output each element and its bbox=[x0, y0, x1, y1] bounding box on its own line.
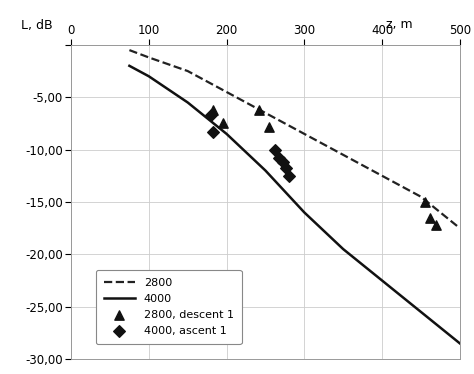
4000 bbox=[379, 278, 385, 283]
4000, ascent 1 bbox=[282, 165, 290, 171]
2800 bbox=[263, 111, 268, 115]
4000 bbox=[146, 74, 152, 79]
2800, descent 1 bbox=[210, 107, 217, 113]
4000, ascent 1 bbox=[210, 129, 217, 135]
2800 bbox=[379, 174, 385, 178]
4000, ascent 1 bbox=[285, 173, 292, 179]
4000, ascent 1 bbox=[271, 147, 279, 153]
4000 bbox=[340, 247, 346, 251]
4000 bbox=[224, 132, 229, 136]
4000 bbox=[185, 100, 191, 105]
4000 bbox=[457, 341, 463, 346]
4000, ascent 1 bbox=[276, 155, 283, 161]
4000 bbox=[418, 310, 424, 314]
2800 bbox=[127, 48, 132, 52]
Legend: 2800, 4000, 2800, descent 1, 4000, ascent 1: 2800, 4000, 2800, descent 1, 4000, ascen… bbox=[96, 270, 242, 344]
2800 bbox=[340, 153, 346, 157]
2800 bbox=[224, 90, 229, 94]
Text: L, dB: L, dB bbox=[20, 19, 52, 32]
2800 bbox=[185, 69, 191, 73]
2800 bbox=[301, 132, 307, 136]
2800 bbox=[418, 194, 424, 199]
4000 bbox=[301, 210, 307, 215]
4000 bbox=[127, 64, 132, 68]
2800 bbox=[457, 226, 463, 230]
2800, descent 1 bbox=[255, 107, 263, 113]
4000, ascent 1 bbox=[207, 112, 215, 118]
Text: z, m: z, m bbox=[386, 18, 413, 31]
Line: 4000: 4000 bbox=[129, 66, 460, 343]
4000, ascent 1 bbox=[279, 159, 286, 165]
2800, descent 1 bbox=[427, 215, 434, 221]
2800, descent 1 bbox=[219, 120, 227, 126]
4000 bbox=[263, 168, 268, 173]
Line: 2800: 2800 bbox=[129, 50, 460, 228]
2800, descent 1 bbox=[433, 222, 440, 228]
2800, descent 1 bbox=[421, 199, 428, 205]
2800 bbox=[146, 55, 152, 60]
2800, descent 1 bbox=[265, 123, 273, 129]
